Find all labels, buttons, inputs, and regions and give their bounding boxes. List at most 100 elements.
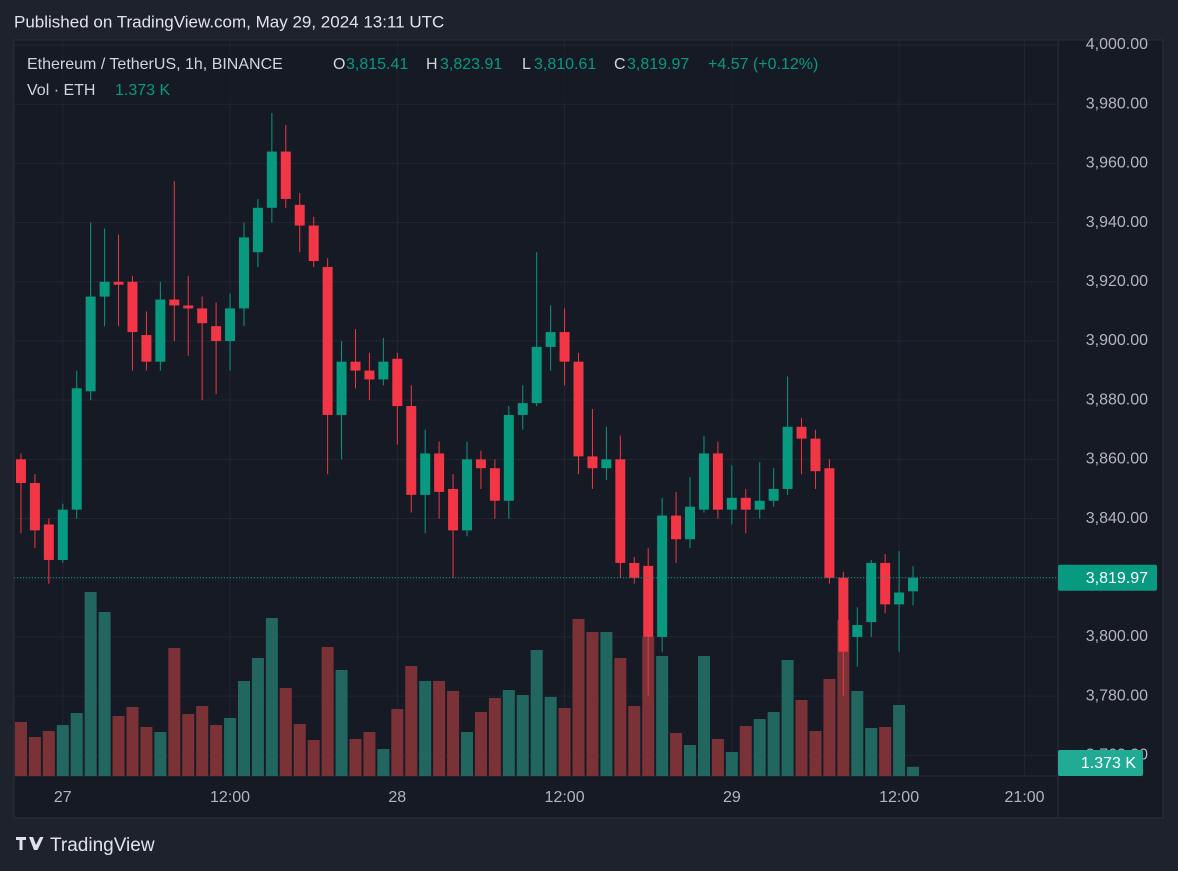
- candle-body: [294, 204, 305, 226]
- volume-bar: [753, 719, 766, 776]
- volume-bar: [419, 681, 432, 776]
- candle-body: [155, 299, 166, 362]
- candle-body: [573, 361, 584, 457]
- volume-bar: [893, 705, 906, 776]
- candle-body: [364, 370, 375, 380]
- legend-key: L: [522, 56, 531, 73]
- candle-body: [768, 488, 779, 501]
- y-tick-label: 3,900.00: [1086, 332, 1148, 349]
- volume-bar: [725, 752, 738, 776]
- y-tick-label: 3,880.00: [1086, 391, 1148, 408]
- volume-bar: [670, 733, 683, 776]
- legend-backdrop: [20, 50, 850, 104]
- plot: [14, 113, 1058, 776]
- x-tick-label: 21:00: [1005, 789, 1045, 806]
- legend: Ethereum / TetherUS, 1h, BINANCE O 3,815.…: [20, 50, 850, 104]
- x-tick-label: 28: [388, 789, 406, 806]
- volume-bar: [377, 749, 390, 776]
- volume-bar: [363, 732, 376, 776]
- candle-body: [113, 281, 124, 285]
- symbol: Ethereum / TetherUS, 1h, BINANCE: [27, 56, 283, 73]
- last-price-tag: [1058, 564, 1157, 591]
- candle-body: [238, 237, 249, 309]
- candle-body: [350, 361, 361, 371]
- candle-body: [336, 361, 347, 415]
- volume-bar: [488, 698, 501, 776]
- candle-body: [908, 577, 919, 592]
- volume-bar: [14, 722, 27, 776]
- candle-body: [322, 266, 333, 415]
- y-tick-label: 3,980.00: [1086, 95, 1148, 112]
- volume-bar: [321, 647, 334, 776]
- candle-body: [587, 456, 598, 469]
- volume-bar: [433, 681, 446, 776]
- candle-body: [643, 565, 654, 637]
- y-tick-label: 4,000.00: [1086, 36, 1148, 53]
- volume-bar: [154, 732, 167, 776]
- legend-key: H: [426, 56, 438, 73]
- candle-body: [657, 515, 668, 637]
- candle-body: [406, 406, 417, 495]
- volume-bar: [544, 697, 557, 776]
- volume-bar: [558, 708, 571, 776]
- legend-value: 3,810.61: [534, 56, 596, 73]
- volume-bar: [739, 726, 752, 776]
- candle-body: [99, 281, 110, 297]
- candle-body: [43, 524, 54, 560]
- volume-bar: [349, 739, 362, 776]
- candle-body: [448, 488, 459, 531]
- volume-bar: [614, 658, 627, 776]
- volume-bar: [851, 691, 864, 776]
- candle-body: [183, 305, 194, 309]
- y-tick-label: 3,960.00: [1086, 155, 1148, 172]
- volume-bar: [307, 740, 320, 776]
- candle-body: [85, 296, 96, 392]
- volume-bar: [168, 648, 181, 776]
- volume-bar: [837, 620, 850, 776]
- volume-bar: [656, 656, 669, 776]
- candle-body: [266, 151, 277, 208]
- volume-bar: [224, 718, 237, 776]
- volume-bar: [28, 737, 41, 776]
- x-tick-label: 12:00: [879, 789, 919, 806]
- volume-bar: [293, 724, 306, 776]
- legend-value: 3,815.41: [346, 56, 408, 73]
- legend-key: O: [333, 56, 345, 73]
- volume-bar: [405, 666, 418, 776]
- volume-bar: [42, 731, 55, 776]
- candle-body: [252, 207, 263, 253]
- candle-body: [866, 562, 877, 623]
- candle-body: [824, 468, 835, 578]
- candle-body: [629, 562, 640, 578]
- candle-body: [169, 299, 180, 306]
- candle-body: [434, 453, 445, 492]
- volume-bar: [251, 658, 264, 776]
- volume-bar: [781, 660, 794, 776]
- volume-bar: [279, 688, 292, 776]
- volume-bar: [642, 637, 655, 776]
- y-tick-label: 3,860.00: [1086, 451, 1148, 468]
- x-tick-label: 27: [54, 789, 72, 806]
- x-tick-label: 29: [723, 789, 741, 806]
- candle-body: [503, 414, 514, 501]
- volume-bar: [474, 712, 487, 776]
- logo-icon: [16, 837, 44, 850]
- legend-value: 3,823.91: [440, 56, 502, 73]
- volume-bar: [586, 632, 599, 776]
- candle-body: [197, 308, 208, 324]
- candle-body: [559, 332, 570, 362]
- volume-bar: [879, 727, 892, 776]
- y-tick-label: 3,840.00: [1086, 510, 1148, 527]
- volume-bar: [795, 700, 808, 776]
- volume-name: Vol · ETH: [27, 82, 95, 99]
- candle-body: [462, 459, 473, 531]
- candle-body: [671, 515, 682, 540]
- y-tick-label: 3,780.00: [1086, 687, 1148, 704]
- volume-bar: [70, 713, 83, 776]
- y-tick-label: 3,940.00: [1086, 214, 1148, 231]
- candle-body: [852, 625, 863, 637]
- candle-body: [15, 459, 26, 484]
- volume-bar: [767, 712, 780, 776]
